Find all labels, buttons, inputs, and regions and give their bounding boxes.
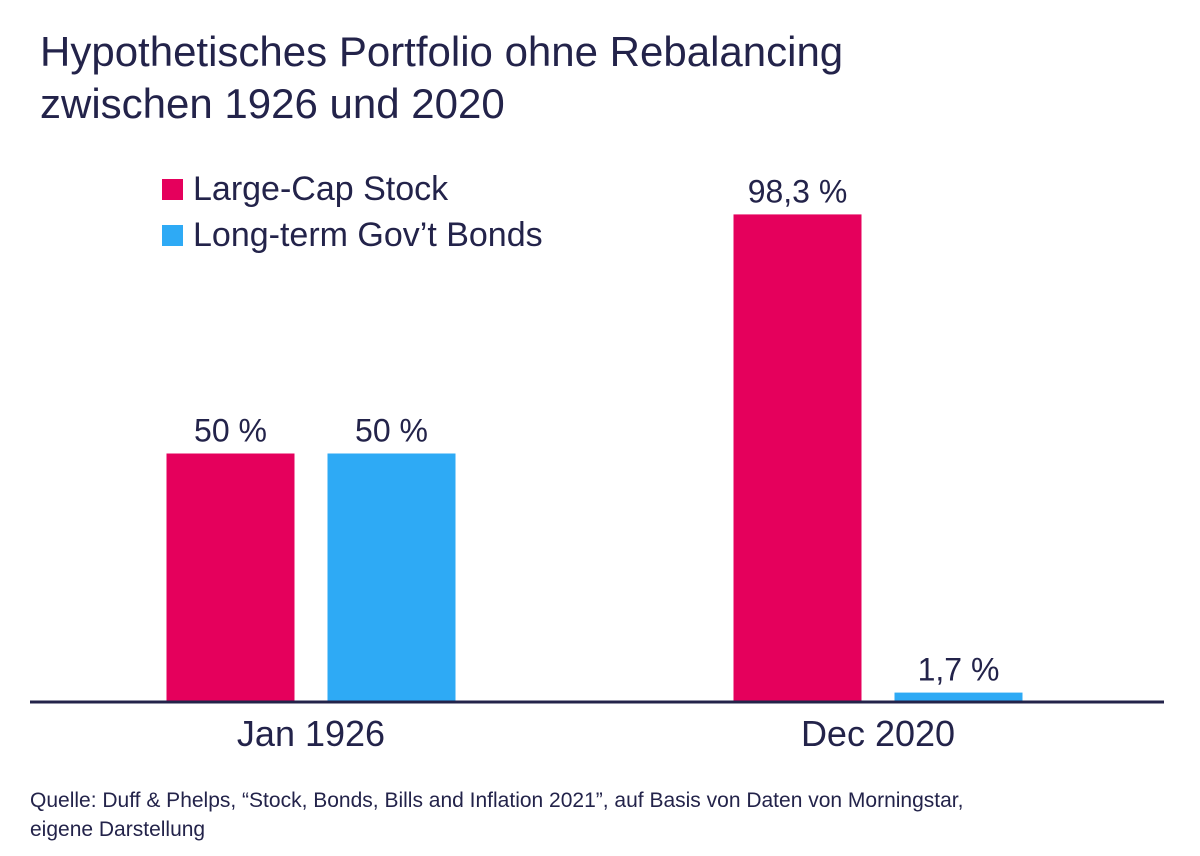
bar-bonds-jan-1926	[327, 453, 456, 701]
legend-item-bonds: Long-term Gov’t Bonds	[162, 212, 543, 258]
legend-label-bonds: Long-term Gov’t Bonds	[193, 215, 543, 254]
chart-title-line-2: zwischen 1926 und 2020	[40, 80, 505, 127]
bar-stocks-jan-1926	[166, 453, 295, 701]
data-label-stocks-dec-2020: 98,3 %	[748, 173, 848, 209]
source-note: Quelle: Duff & Phelps, “Stock, Bonds, Bi…	[30, 786, 1170, 844]
chart-title: Hypothetisches Portfolio ohne Rebalancin…	[40, 26, 1160, 130]
legend-item-stocks: Large-Cap Stock	[162, 166, 543, 212]
bar-stocks-dec-2020	[733, 214, 862, 702]
legend-swatch-stocks	[162, 178, 183, 200]
data-label-bonds-jan-1926: 50 %	[355, 413, 428, 449]
legend-label-stocks: Large-Cap Stock	[193, 169, 449, 208]
data-label-stocks-jan-1926: 50 %	[194, 413, 267, 449]
x-tick-label-dec-2020: Dec 2020	[801, 713, 955, 754]
legend-swatch-bonds	[162, 224, 183, 246]
chart-title-line-1: Hypothetisches Portfolio ohne Rebalancin…	[40, 28, 844, 75]
source-line-2: eigene Darstellung	[30, 818, 206, 841]
legend: Large-Cap Stock Long-term Gov’t Bonds	[162, 166, 543, 258]
bar-bonds-dec-2020	[894, 692, 1023, 701]
source-line-1: Quelle: Duff & Phelps, “Stock, Bonds, Bi…	[30, 789, 964, 812]
x-tick-label-jan-1926: Jan 1926	[237, 713, 385, 754]
data-label-bonds-dec-2020: 1,7 %	[918, 652, 1000, 688]
bar-chart: 50 % 50 % Jan 1926 98,3 % 1,7 % Dec 2020	[30, 173, 1164, 754]
